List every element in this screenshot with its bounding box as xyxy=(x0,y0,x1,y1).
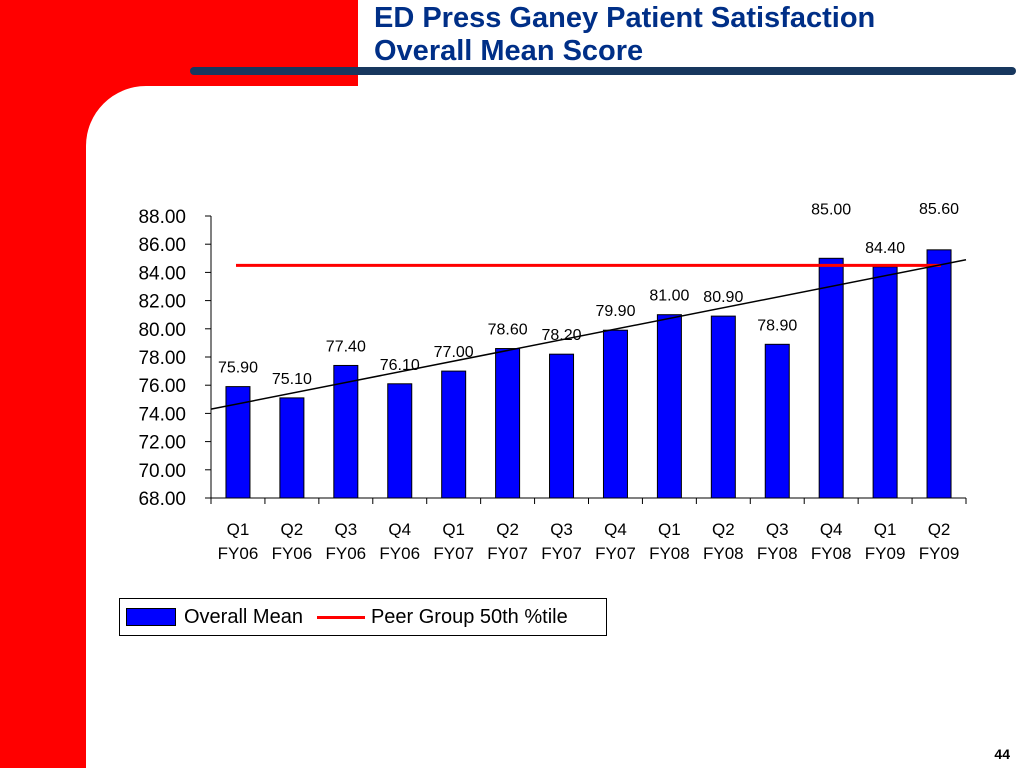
legend-label-overall-mean: Overall Mean xyxy=(184,605,303,628)
x-tick-label-quarter: Q3 xyxy=(550,520,573,539)
x-tick-label-year: FY08 xyxy=(649,544,690,563)
legend-label-peer-group: Peer Group 50th %tile xyxy=(370,605,568,628)
bar xyxy=(926,249,952,499)
data-label: 77.40 xyxy=(326,338,366,355)
y-tick-label: 86.00 xyxy=(138,235,186,256)
trend-line xyxy=(210,258,967,410)
y-tick-label: 74.00 xyxy=(138,404,186,425)
bar xyxy=(279,397,305,499)
x-tick-label-year: FY08 xyxy=(757,544,798,563)
x-tick-label-quarter: Q1 xyxy=(442,520,465,539)
x-tick-label-year: FY06 xyxy=(272,544,313,563)
data-label: 79.90 xyxy=(595,303,635,320)
slide-title-line-2: Overall Mean Score xyxy=(374,35,644,67)
chart-bars xyxy=(225,249,952,499)
data-label: 80.90 xyxy=(703,289,743,306)
chart-lines xyxy=(210,258,967,410)
chart-legend: Overall Mean Peer Group 50th %tile xyxy=(119,598,607,636)
data-label: 78.20 xyxy=(542,327,582,344)
bar xyxy=(818,257,844,499)
x-tick-label-year: FY07 xyxy=(487,544,528,563)
title-underline-rule xyxy=(190,67,1016,75)
data-label: 78.60 xyxy=(488,322,528,339)
legend-item-peer-group: Peer Group 50th %tile xyxy=(303,606,568,629)
slide-title: ED Press Ganey Patient Satisfaction Over… xyxy=(374,2,875,68)
page-number: 44 xyxy=(994,746,1010,762)
bar xyxy=(549,353,575,499)
chart-axes: 68.00 70.00 72.00 74.00 76.00 78.00 80.00 82.00… xyxy=(138,207,967,563)
chart-data-labels: 75.90 75.10 77.40 76.10 77.00 78.60 78.20 79.90… xyxy=(218,201,959,388)
x-tick-label-quarter: Q3 xyxy=(766,520,789,539)
x-tick-label-year: FY06 xyxy=(326,544,367,563)
y-tick-label: 70.00 xyxy=(138,461,186,482)
x-tick-label-year: FY08 xyxy=(703,544,744,563)
bar xyxy=(602,329,628,499)
x-tick-label-quarter: Q1 xyxy=(874,520,897,539)
data-label: 78.90 xyxy=(757,317,797,334)
slide-title-line-1: ED Press Ganey Patient Satisfaction xyxy=(374,2,876,34)
bar xyxy=(441,370,467,499)
x-tick-label-year: FY09 xyxy=(919,544,960,563)
x-tick-label-year: FY08 xyxy=(811,544,852,563)
x-tick-label-year: FY07 xyxy=(595,544,636,563)
data-label: 85.00 xyxy=(811,201,851,218)
y-tick-label: 72.00 xyxy=(138,433,186,454)
x-tick-label-year: FY09 xyxy=(865,544,906,563)
bar xyxy=(495,348,521,499)
legend-swatch-line xyxy=(316,615,365,619)
x-tick-label-quarter: Q2 xyxy=(281,520,304,539)
bar xyxy=(387,383,413,499)
bar xyxy=(656,314,682,499)
legend-swatch-bar xyxy=(126,608,176,626)
bar xyxy=(872,266,898,499)
x-tick-label-quarter: Q1 xyxy=(658,520,681,539)
x-tick-label-year: FY07 xyxy=(433,544,474,563)
x-tick-label-quarter: Q4 xyxy=(604,520,627,539)
y-tick-label: 78.00 xyxy=(138,348,186,369)
x-tick-label-quarter: Q3 xyxy=(334,520,357,539)
data-label: 77.00 xyxy=(434,344,474,361)
data-label: 75.10 xyxy=(272,371,312,388)
bar xyxy=(333,364,359,499)
x-tick-label-quarter: Q2 xyxy=(712,520,735,539)
y-tick-label: 84.00 xyxy=(138,263,186,284)
x-tick-label-quarter: Q2 xyxy=(928,520,951,539)
data-label: 81.00 xyxy=(649,288,689,305)
x-tick-label-quarter: Q1 xyxy=(227,520,250,539)
x-tick-label-year: FY06 xyxy=(379,544,420,563)
y-tick-label: 80.00 xyxy=(138,320,186,341)
data-label: 75.90 xyxy=(218,360,258,377)
x-tick-label-year: FY07 xyxy=(541,544,582,563)
bar xyxy=(764,343,790,499)
data-label: 76.10 xyxy=(380,357,420,374)
x-tick-label-year: FY06 xyxy=(218,544,259,563)
y-tick-label: 88.00 xyxy=(138,207,186,228)
y-tick-label: 82.00 xyxy=(138,292,186,313)
legend-item-overall-mean: Overall Mean xyxy=(120,606,303,629)
x-tick-label-quarter: Q4 xyxy=(820,520,843,539)
red-side-band xyxy=(0,0,86,768)
x-tick-label-quarter: Q2 xyxy=(496,520,519,539)
x-tick-label-quarter: Q4 xyxy=(388,520,411,539)
data-label: 84.40 xyxy=(865,240,905,257)
y-tick-label: 76.00 xyxy=(138,376,186,397)
data-label: 85.60 xyxy=(919,201,959,218)
bar xyxy=(710,315,736,499)
y-tick-label: 68.00 xyxy=(138,489,186,510)
